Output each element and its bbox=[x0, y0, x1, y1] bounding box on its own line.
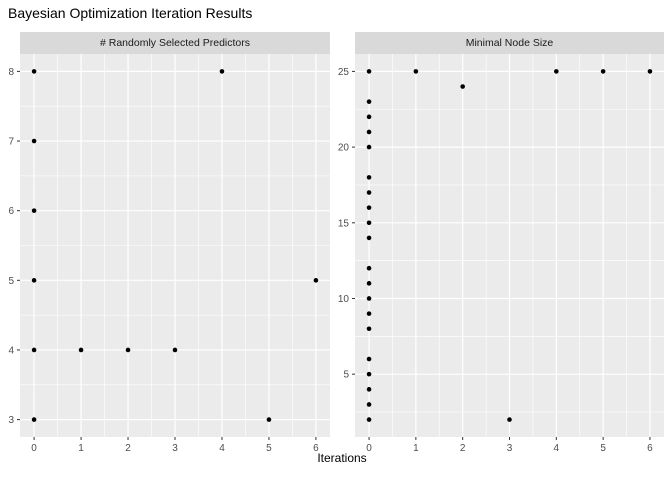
major-gridlines bbox=[20, 54, 330, 437]
data-point bbox=[219, 69, 225, 74]
x-tick-label: 6 bbox=[313, 443, 319, 454]
data-point bbox=[366, 402, 372, 407]
data-point bbox=[366, 417, 372, 422]
data-point bbox=[313, 278, 319, 283]
data-point bbox=[366, 144, 372, 150]
axis-ticks bbox=[352, 70, 651, 440]
data-point bbox=[413, 69, 419, 74]
axis-ticks bbox=[17, 70, 317, 440]
axis-tick-labels: 0 1 2 3 4 5 6 5 10 15 20 25 bbox=[338, 67, 653, 454]
y-tick-label: 25 bbox=[338, 67, 350, 78]
data-point bbox=[366, 265, 372, 271]
x-tick-label: 5 bbox=[600, 443, 606, 454]
facet-panel: 0 1 2 3 4 5 6 3 4 5 6 7 8 bbox=[8, 54, 330, 454]
x-tick-label: 0 bbox=[31, 443, 37, 454]
data-point bbox=[78, 347, 84, 353]
y-tick-label: 5 bbox=[8, 276, 14, 287]
data-point bbox=[366, 387, 372, 392]
y-tick-label: 6 bbox=[8, 206, 14, 217]
data-point bbox=[507, 417, 512, 422]
data-point bbox=[366, 69, 372, 74]
x-tick-label: 2 bbox=[460, 443, 466, 454]
data-point bbox=[366, 129, 372, 135]
data-point bbox=[366, 205, 372, 210]
data-point bbox=[366, 220, 372, 226]
y-tick-label: 20 bbox=[338, 143, 350, 154]
data-point bbox=[31, 347, 37, 353]
data-point bbox=[460, 84, 465, 89]
x-tick-label: 6 bbox=[647, 443, 653, 454]
data-point bbox=[600, 69, 606, 74]
y-tick-label: 15 bbox=[338, 218, 350, 229]
data-point bbox=[31, 69, 37, 74]
data-point bbox=[31, 208, 37, 213]
points-layer bbox=[31, 69, 319, 422]
x-tick-label: 4 bbox=[554, 443, 560, 454]
x-tick-label: 5 bbox=[266, 443, 272, 454]
axis-tick-labels: 0 1 2 3 4 5 6 3 4 5 6 7 8 bbox=[8, 67, 319, 454]
x-tick-label: 3 bbox=[507, 443, 513, 454]
plot-title: Bayesian Optimization Iteration Results bbox=[8, 5, 253, 21]
x-tick-label: 1 bbox=[78, 443, 84, 454]
data-point bbox=[31, 278, 37, 283]
facet-panel: 0 1 2 3 4 5 6 5 10 15 20 25 bbox=[338, 54, 664, 454]
data-point bbox=[31, 138, 37, 144]
data-point bbox=[366, 235, 372, 241]
facet-strip-node-size: Minimal Node Size bbox=[355, 32, 664, 54]
y-tick-label: 7 bbox=[8, 137, 14, 148]
data-point bbox=[172, 347, 178, 353]
x-tick-label: 4 bbox=[219, 443, 225, 454]
y-tick-label: 3 bbox=[8, 415, 14, 426]
x-tick-label: 0 bbox=[366, 443, 372, 454]
x-axis-title: Iterations bbox=[317, 451, 367, 465]
data-point bbox=[647, 69, 653, 74]
y-tick-label: 8 bbox=[8, 67, 14, 78]
data-point bbox=[366, 114, 372, 120]
y-tick-label: 5 bbox=[343, 370, 349, 381]
y-tick-label: 10 bbox=[338, 294, 350, 305]
data-point bbox=[125, 347, 131, 353]
data-point bbox=[31, 417, 37, 422]
data-point bbox=[366, 326, 372, 332]
facet-strip-predictors: # Randomly Selected Predictors bbox=[20, 32, 330, 54]
data-point bbox=[366, 175, 372, 180]
y-tick-label: 4 bbox=[8, 345, 14, 356]
data-point bbox=[366, 99, 372, 104]
x-tick-label: 3 bbox=[172, 443, 178, 454]
data-point bbox=[554, 69, 559, 74]
data-point bbox=[366, 371, 372, 377]
data-point bbox=[366, 311, 372, 316]
x-tick-label: 1 bbox=[413, 443, 419, 454]
data-point bbox=[266, 417, 272, 422]
data-point bbox=[366, 190, 372, 195]
data-point bbox=[366, 281, 372, 286]
data-point bbox=[366, 356, 372, 362]
data-point bbox=[366, 296, 372, 301]
x-tick-label: 2 bbox=[125, 443, 131, 454]
points-layer bbox=[366, 69, 653, 422]
